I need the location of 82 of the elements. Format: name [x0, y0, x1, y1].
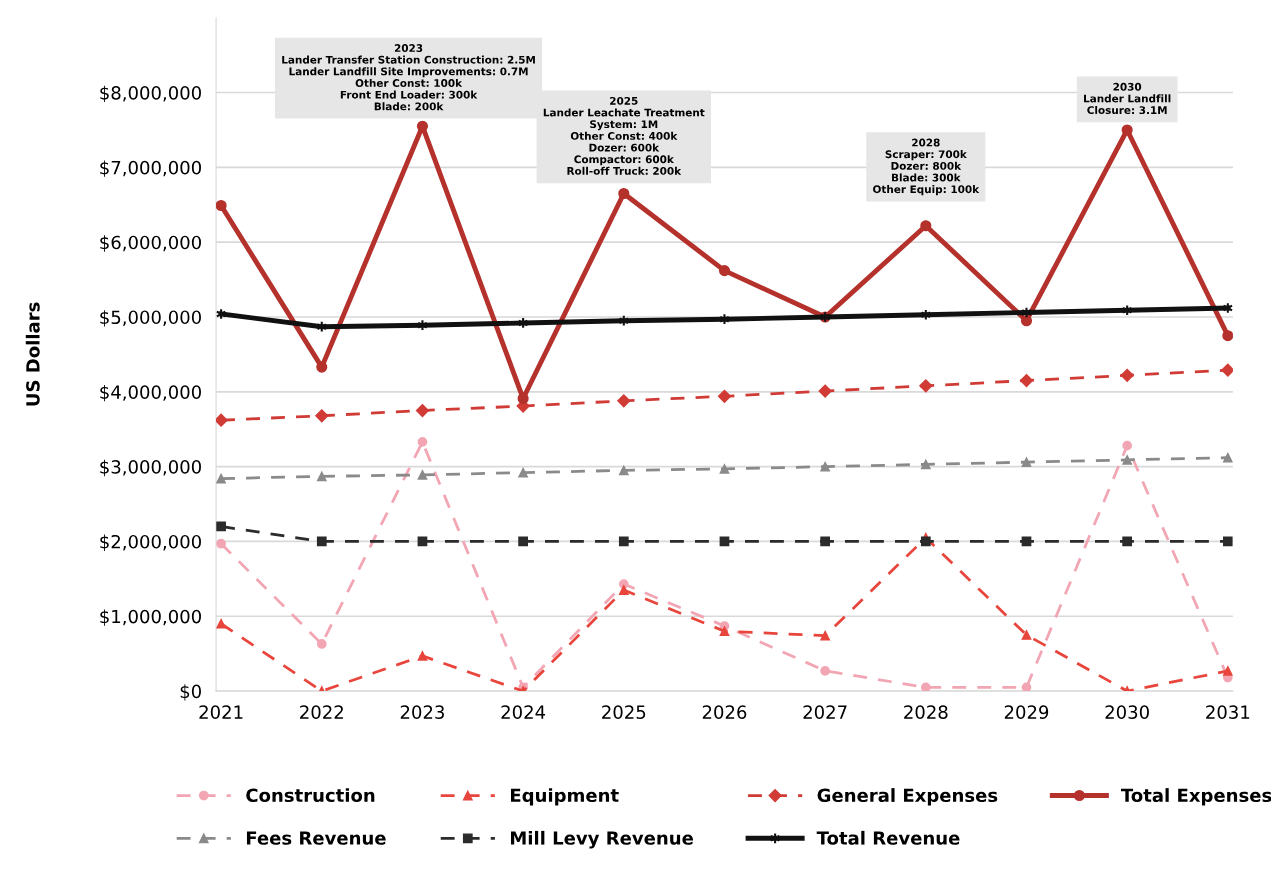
point	[216, 199, 227, 212]
point	[818, 384, 832, 398]
point	[1120, 368, 1134, 382]
point	[820, 536, 831, 547]
legend-label: Fees Revenue	[246, 831, 386, 845]
x-tick-label: 2023	[400, 705, 444, 719]
x-tick-label: 2026	[702, 705, 747, 719]
annotation: 2025 Lander Leachate Treatment System: 1M Other Const: 400k Dozer: 600k Compactor: 600k Roll-off Truck: 200k	[543, 96, 705, 175]
point	[920, 459, 931, 470]
point	[1222, 330, 1233, 342]
x-tick-label: 2030	[1105, 705, 1149, 719]
annotation: 2023 Lander Transfer Station Construction: 2.5M Lander Landfill Site Improvements: 0.7M Other Const: 100k Front End Loader: 300k Blade: 200k	[282, 44, 535, 111]
y-tick-label: $0	[180, 684, 201, 701]
point	[618, 585, 629, 595]
legend-label: Mill Levy Revenue	[511, 830, 693, 849]
x-tick-label: 2024	[501, 705, 546, 719]
x-tick-label: 2025	[602, 705, 646, 719]
point	[316, 471, 327, 482]
point	[1122, 536, 1133, 547]
point	[920, 682, 931, 692]
point	[315, 409, 329, 423]
point	[518, 467, 528, 478]
annotation: 2030 Lander Landfill Closure: 3.1M	[1084, 82, 1171, 115]
point	[618, 187, 630, 200]
point	[216, 618, 226, 629]
x-tick-label: 2029	[1004, 705, 1049, 719]
legend-label: Equipment	[511, 788, 619, 806]
point	[718, 265, 731, 277]
x-tick-label: 2031	[1206, 705, 1250, 719]
y-tick-label: $5,000,000	[100, 310, 201, 327]
y-tick-label: $3,000,000	[100, 459, 201, 477]
x-tick-label: 2028	[904, 705, 948, 719]
point	[1122, 455, 1133, 465]
y-tick-label: $6,000,000	[100, 235, 201, 252]
point	[1122, 440, 1133, 451]
point	[1222, 452, 1233, 463]
point	[920, 536, 931, 547]
point	[316, 361, 328, 373]
point	[820, 461, 831, 472]
point	[618, 465, 629, 476]
point	[1121, 124, 1133, 136]
point	[316, 536, 327, 547]
point	[1021, 630, 1032, 640]
point	[415, 403, 430, 418]
point	[717, 389, 732, 403]
point	[1021, 457, 1032, 467]
legend-label: General Expenses	[817, 788, 998, 806]
point	[820, 666, 831, 676]
point	[1021, 682, 1032, 692]
legend-label: Total Expenses	[1120, 788, 1271, 806]
legend-label: Construction	[246, 788, 375, 803]
point	[1019, 373, 1034, 388]
point	[417, 469, 428, 480]
x-tick-label: 2021	[199, 705, 243, 719]
y-tick-label: $8,000,000	[100, 85, 201, 103]
point	[1020, 315, 1033, 327]
point	[216, 413, 228, 427]
point	[1222, 666, 1233, 676]
point	[618, 536, 629, 547]
point	[216, 473, 226, 484]
y-tick-label: $7,000,000	[100, 160, 201, 177]
x-tick-label: 2027	[803, 705, 847, 719]
point	[417, 437, 428, 447]
point	[416, 120, 429, 132]
annotation: 2028 Scraper: 700k Dozer: 800k Blade: 300k Other Equip: 100k	[873, 138, 980, 196]
point	[820, 630, 831, 641]
point	[719, 464, 730, 474]
point	[920, 220, 932, 232]
x-tick-label: 2022	[300, 705, 343, 719]
legend-label: Total Revenue	[816, 830, 960, 845]
point	[518, 536, 528, 547]
y-tick-label: $4,000,000	[100, 384, 201, 402]
point	[316, 639, 327, 649]
y-tick-label: $1,000,000	[100, 609, 201, 626]
point	[216, 538, 226, 549]
y-axis-title: US Dollars	[25, 302, 40, 406]
point	[617, 394, 631, 408]
point	[417, 651, 428, 661]
point	[1221, 363, 1233, 377]
point	[919, 379, 933, 393]
point	[719, 626, 730, 637]
y-tick-label: $2,000,000	[100, 534, 201, 551]
